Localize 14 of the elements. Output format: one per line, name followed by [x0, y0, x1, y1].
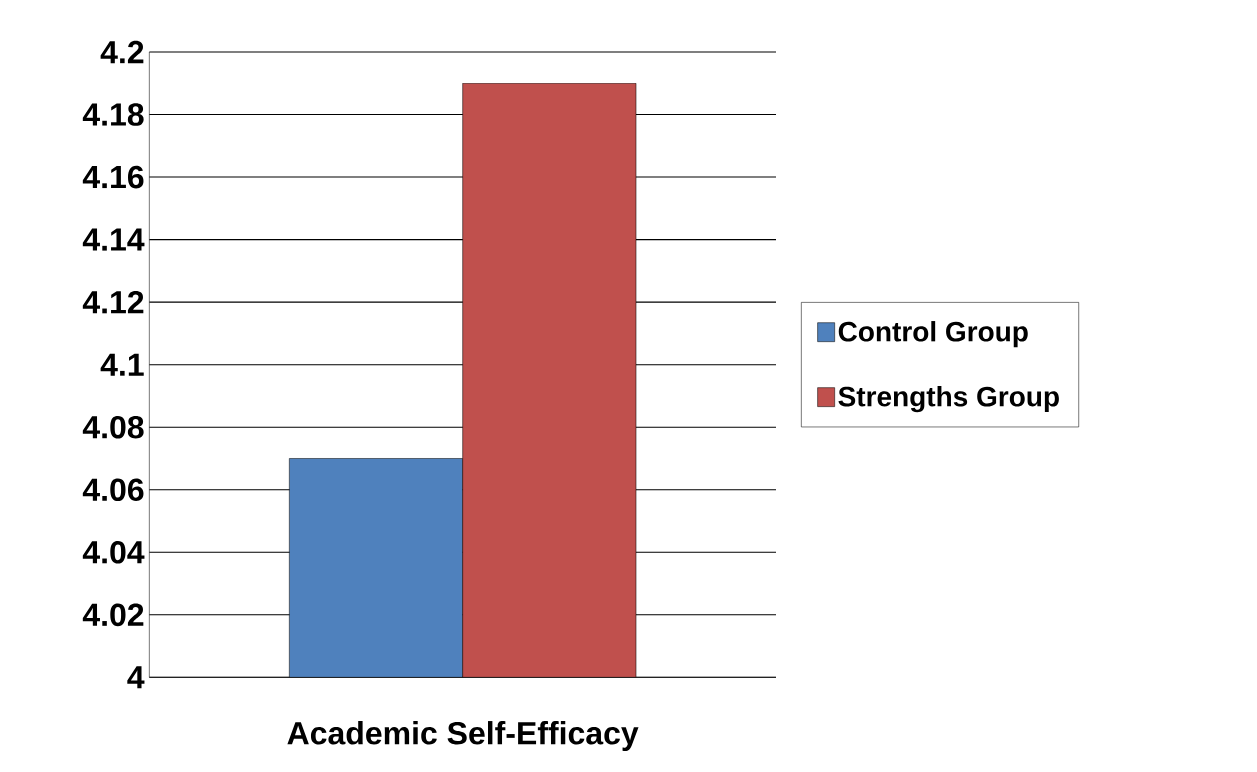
y-tick-label: 4.04 [82, 540, 145, 564]
y-tick-label: 4.18 [82, 103, 144, 126]
x-tick-label: Academic Self-Efficacy [287, 721, 639, 751]
y-tick-label: 4.12 [82, 290, 144, 314]
legend-label: Strengths Group [838, 386, 1059, 413]
y-tick-label: 4.06 [82, 478, 144, 502]
y-tick-label: 4.2 [100, 40, 144, 64]
y-tick-label: 4 [127, 666, 145, 689]
y-tick-label: 4.14 [82, 228, 145, 251]
legend-label: Control Group [838, 321, 1028, 348]
y-tick-label: 4.16 [82, 165, 144, 189]
y-tick-label: 4.1 [100, 353, 144, 376]
y-tick-label: 4.02 [82, 603, 144, 627]
y-tick-label: 4.08 [82, 415, 144, 439]
